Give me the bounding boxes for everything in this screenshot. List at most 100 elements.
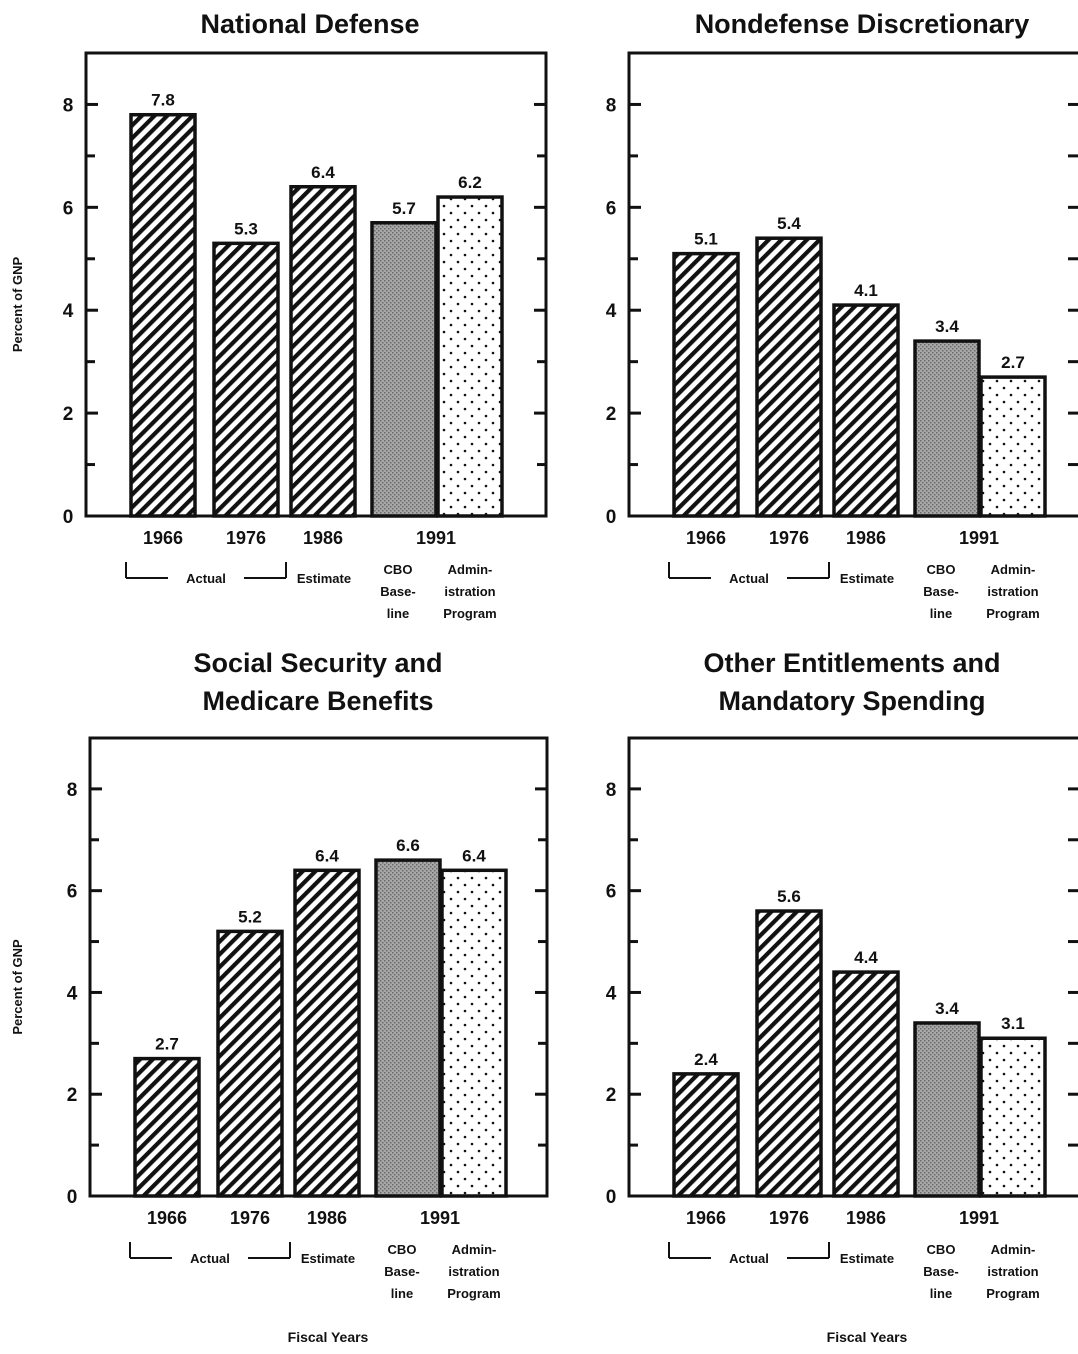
bar-1976-hatch bbox=[755, 236, 823, 518]
administration-program-label: istration bbox=[987, 1264, 1038, 1279]
actual-label: Actual bbox=[190, 1251, 230, 1266]
bar-1991-dots bbox=[436, 195, 504, 518]
cbo-baseline-label: Base- bbox=[923, 584, 958, 599]
y-axis-label: Percent of GNP bbox=[10, 939, 25, 1035]
chart-title: Medicare Benefits bbox=[202, 686, 433, 716]
chart-panel-2: Nondefense Discretionary 0 2 4 6 8 5.1 5.4 4.1 3.… bbox=[606, 9, 1078, 621]
chart-panel-3: Social Security and Medicare Benefits 0 2 4 6… bbox=[10, 648, 549, 1345]
estimate-label: Estimate bbox=[840, 1251, 894, 1266]
bar-1986-hatch bbox=[832, 970, 900, 1198]
y-tick-label: 8 bbox=[63, 95, 74, 116]
data-label: 5.6 bbox=[777, 887, 801, 906]
data-label: 5.7 bbox=[392, 199, 416, 218]
bar-1991-gray bbox=[913, 1021, 981, 1198]
actual-label: Actual bbox=[186, 571, 226, 586]
y-tick-label: 6 bbox=[67, 882, 78, 903]
administration-program-label: Program bbox=[986, 606, 1039, 621]
x-tick-label: 1966 bbox=[686, 1208, 726, 1228]
bar-1966-hatch bbox=[129, 112, 197, 518]
cbo-baseline-label: CBO bbox=[927, 562, 956, 577]
estimate-label: Estimate bbox=[840, 571, 894, 586]
y-tick-label: 2 bbox=[606, 404, 617, 425]
y-tick-label: 8 bbox=[67, 780, 78, 801]
administration-program-label: Admin- bbox=[991, 562, 1036, 577]
cbo-baseline-label: line bbox=[930, 1286, 952, 1301]
x-tick-label: 1986 bbox=[846, 1208, 886, 1228]
bar-1991-gray bbox=[374, 858, 442, 1198]
data-label: 6.4 bbox=[315, 846, 339, 865]
y-tick-label: 2 bbox=[606, 1085, 617, 1106]
y-tick-label: 8 bbox=[606, 95, 617, 116]
chart-panel-4: Other Entitlements and Mandatory Spending… bbox=[606, 648, 1078, 1345]
cbo-baseline-label: Base- bbox=[923, 1264, 958, 1279]
actual-bracket: Actual bbox=[668, 562, 830, 586]
bar-1966-hatch bbox=[672, 1072, 740, 1198]
data-label: 5.1 bbox=[694, 230, 718, 249]
x-tick-label: 1986 bbox=[846, 528, 886, 548]
data-label: 3.4 bbox=[935, 999, 959, 1018]
data-label: 2.7 bbox=[1001, 353, 1025, 372]
estimate-label: Estimate bbox=[297, 571, 351, 586]
bar-1986-hatch bbox=[293, 868, 361, 1198]
bar-1986-hatch bbox=[289, 185, 357, 518]
data-label: 4.4 bbox=[854, 948, 878, 967]
administration-program-label: Program bbox=[443, 606, 496, 621]
y-tick-label: 2 bbox=[67, 1085, 78, 1106]
administration-program-label: istration bbox=[444, 584, 495, 599]
data-label: 5.3 bbox=[234, 219, 258, 238]
cbo-baseline-label: CBO bbox=[384, 562, 413, 577]
bar-1986-hatch bbox=[832, 303, 900, 518]
data-label: 6.4 bbox=[311, 163, 335, 182]
x-tick-label: 1966 bbox=[143, 528, 183, 548]
x-tick-label: 1966 bbox=[147, 1208, 187, 1228]
x-tick-label: 1976 bbox=[230, 1208, 270, 1228]
chart-title: Social Security and bbox=[193, 648, 442, 678]
chart-title: Mandatory Spending bbox=[718, 686, 985, 716]
chart-title: Other Entitlements and bbox=[703, 648, 1000, 678]
cbo-baseline-label: CBO bbox=[927, 1242, 956, 1257]
data-label: 6.6 bbox=[396, 836, 420, 855]
bar-1966-hatch bbox=[133, 1056, 201, 1198]
y-tick-label: 4 bbox=[67, 983, 78, 1004]
x-tick-label: 1986 bbox=[307, 1208, 347, 1228]
data-label: 7.8 bbox=[151, 91, 175, 110]
chart-title: Nondefense Discretionary bbox=[695, 9, 1030, 39]
y-tick-label: 8 bbox=[606, 780, 617, 801]
cbo-baseline-label: Base- bbox=[384, 1264, 419, 1279]
y-tick-label: 0 bbox=[63, 507, 74, 528]
y-tick-label: 4 bbox=[63, 301, 74, 322]
bar-1991-dots bbox=[440, 868, 508, 1198]
chart-panel-1: National Defense 0 2 4 6 8 Percent of GNP 7.8 5.… bbox=[10, 9, 548, 621]
data-label: 3.4 bbox=[935, 317, 959, 336]
cbo-baseline-label: line bbox=[391, 1286, 413, 1301]
cbo-baseline-label: line bbox=[387, 606, 409, 621]
bar-1966-hatch bbox=[672, 251, 740, 518]
estimate-label: Estimate bbox=[301, 1251, 355, 1266]
y-tick-label: 6 bbox=[63, 198, 74, 219]
bar-1991-gray bbox=[370, 221, 438, 518]
x-tick-label: 1991 bbox=[416, 528, 456, 548]
actual-bracket: Actual bbox=[129, 1242, 291, 1266]
x-axis-label: Fiscal Years bbox=[288, 1329, 369, 1345]
administration-program-label: Admin- bbox=[448, 562, 493, 577]
x-tick-label: 1976 bbox=[226, 528, 266, 548]
chart-title: National Defense bbox=[200, 9, 419, 39]
bar-1991-dots bbox=[979, 375, 1047, 518]
x-tick-label: 1991 bbox=[420, 1208, 460, 1228]
y-tick-label: 4 bbox=[606, 983, 617, 1004]
bar-1991-dots bbox=[979, 1036, 1047, 1198]
administration-program-label: Admin- bbox=[452, 1242, 497, 1257]
x-tick-label: 1976 bbox=[769, 1208, 809, 1228]
actual-label: Actual bbox=[729, 571, 769, 586]
data-label: 6.4 bbox=[462, 846, 486, 865]
bar-1976-hatch bbox=[212, 241, 280, 518]
actual-bracket: Actual bbox=[668, 1242, 830, 1266]
x-tick-label: 1976 bbox=[769, 528, 809, 548]
administration-program-label: Program bbox=[447, 1286, 500, 1301]
data-label: 4.1 bbox=[854, 281, 878, 300]
actual-bracket: Actual bbox=[125, 562, 287, 586]
bar-1976-hatch bbox=[216, 929, 284, 1198]
y-tick-label: 0 bbox=[606, 507, 617, 528]
cbo-baseline-label: line bbox=[930, 606, 952, 621]
